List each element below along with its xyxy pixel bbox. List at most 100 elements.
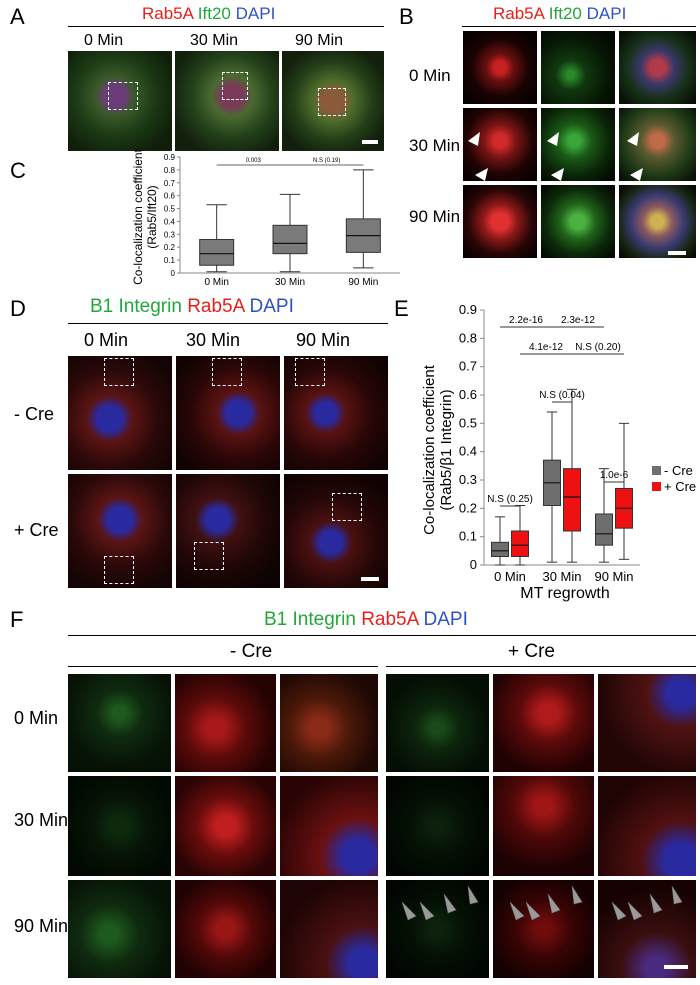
chart-c-ylabel-line1: Co-localization coefficient [131,148,145,285]
panel-b-row-0: 0 Min [409,66,451,85]
chart-e-ytick-label: 0.7 [459,359,477,374]
micrograph-f-minus-30-b1 [68,776,171,876]
chart-e-ytick-label: 0.1 [459,529,477,544]
roi-box-d-3 [295,358,325,386]
chart-e-plus-cre-box-1-box [563,468,581,532]
b1-integrin-label: B1 Integrin [264,609,356,630]
arrowhead-icon [419,901,435,921]
micrograph-b-r3-ift20 [541,185,615,258]
arrowhead-icon [571,885,583,905]
chart-e-xtick-label: 30 Min [542,569,581,584]
chart-c-pvalue: N.S (0.19) [313,158,340,164]
panel-letter-b: B [399,4,414,29]
panel-b-rule [462,26,696,27]
panel-d-time-0: 0 Min [84,330,129,350]
arrowhead-icon [443,893,457,914]
micrograph-f-minus-90-b1 [68,880,171,978]
rab5a-label: Rab5A [361,609,419,630]
chart-c-ylabel: Co-localization coefficient (Rab5/Ift20) [131,148,159,285]
micrograph-b-r1-rab5a [463,31,537,104]
arrowhead-icon [627,132,639,146]
rab5a-label: Rab5A [142,4,194,23]
chart-e-ytick-label: 0.4 [459,444,477,459]
micrograph-a-90min [282,51,384,151]
chart-e-ylabel-line2: (Rab5/β1 Integrin) [438,389,455,510]
micrograph-b-r2-merge [619,108,696,181]
panel-b-row-90: 90 Min [409,207,461,226]
panel-a-time-30: 30 Min [190,32,239,49]
arrowhead-icon [649,893,663,914]
chart-e-pvalue: N.S (0.04) [539,390,585,401]
chart-e-plus-cre-box-0-box [511,530,529,557]
arrowhead-icon [468,132,480,146]
chart-e-pvalue: 2.3e-12 [561,315,595,326]
chart-c-ytick-label: 0.3 [164,230,176,239]
panel-letter-c: C [10,158,26,183]
micrograph-b-r3-rab5a [463,185,537,258]
panel-letter-a: A [10,4,25,29]
dapi-label: DAPI [586,4,627,23]
chart-e-ytick-label: 0.9 [459,302,477,317]
roi-box-a-30 [222,72,248,100]
panel-f-rule-top [68,635,696,636]
micrograph-d-minus-30 [176,356,280,470]
panel-f-group-plus-cre: + Cre [508,641,555,662]
arrowheads-b [468,132,643,181]
panel-b-header: Rab5A Ift20 DAPI [493,4,626,24]
panel-f-row-90: 90 Min [14,916,69,936]
legend-label-plus-cre: + Cre [664,479,696,494]
chart-e-ylabel-line1: Co-localization coefficient [421,364,438,535]
chart-e-pvalue: 4.1e-12 [529,342,563,353]
arrowhead-icon [551,168,564,181]
legend-swatch-minus-cre [652,466,661,475]
panel-a-time-90: 90 Min [295,32,344,49]
micrograph-f-plus-0-merge [598,674,696,772]
chart-c-ytick-label: 0 [171,269,176,278]
micrograph-b-r1-ift20 [541,31,615,104]
micrograph-b-r3-merge [619,185,696,258]
ift20-label: Ift20 [548,4,582,23]
roi-box-d-2 [212,358,242,386]
panel-a-time-0: 0 Min [84,32,124,49]
chart-c-xtick-label: 30 Min [275,277,305,288]
chart-e-xtick-label: 0 Min [494,569,526,584]
chart-e-xlabel: MT regrowth [520,585,610,602]
chart-e-ytick-label: 0.3 [459,472,477,487]
chart-e-ytick-label: 0.8 [459,330,477,345]
roi-box-d-5 [194,542,224,570]
chart-e-ytick-label: 0.5 [459,415,477,430]
panel-d-row-minus-cre: - Cre [14,404,54,424]
dapi-label: DAPI [423,609,468,630]
panel-d-header: B1 Integrin Rab5A DAPI [90,296,294,318]
roi-box-d-4 [104,556,134,584]
arrowhead-icon [509,901,525,921]
arrowhead-icon [630,168,643,181]
legend-label-minus-cre: - Cre [664,463,693,478]
chart-c: Co-localization coefficient (Rab5/Ift20)… [131,148,400,288]
panel-f-rule-plus [386,666,696,667]
b1-integrin-label: B1 Integrin [90,296,182,317]
micrograph-f-minus-0-b1 [68,674,171,772]
arrowhead-icon [547,132,559,146]
chart-c-ytick-label: 0.5 [164,205,176,214]
panel-letter-d: D [10,296,26,321]
roi-box-a-0 [108,82,138,110]
micrograph-f-plus-30-b1 [386,776,489,876]
chart-c-ytick-label: 0.1 [164,256,176,265]
chart-c-box-1-box [272,224,308,255]
chart-e: Co-localization coefficient (Rab5/β1 Int… [421,302,696,602]
chart-e-xtick-label: 90 Min [594,569,633,584]
micrograph-d-plus-90 [284,474,388,588]
roi-box-d-6 [332,493,362,521]
micrograph-a-30min [175,51,279,151]
chart-e-pvalue: N.S (0.20) [575,342,621,353]
dapi-label: DAPI [235,4,276,23]
arrowhead-icon [611,901,627,921]
panel-f-header: B1 Integrin Rab5A DAPI [264,609,468,631]
panel-f-row-0: 0 Min [14,708,59,728]
arrowhead-icon [547,893,561,914]
panel-a-rule [68,26,384,27]
scale-bar-b [668,251,686,255]
chart-c-ytick-label: 0.4 [164,217,176,226]
micrograph-f-minus-90-merge [280,880,378,978]
